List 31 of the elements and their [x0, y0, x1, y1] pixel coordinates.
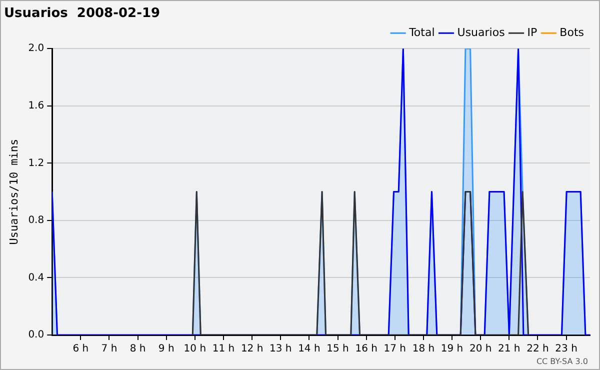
x-tick-label: 16 h — [355, 344, 378, 355]
x-tick-label: 9 h — [158, 344, 174, 355]
x-tick-label: 7 h — [101, 344, 118, 355]
y-tick-label: 2.0 — [28, 43, 44, 54]
y-axis-title: Usuarios/10 mins — [7, 138, 20, 245]
x-tick-label: 11 h — [212, 344, 235, 355]
y-tick-label: 1.6 — [28, 100, 44, 112]
x-tick-label: 12 h — [240, 344, 264, 355]
legend-label: Total — [408, 26, 435, 39]
x-tick-label: 8 h — [130, 344, 146, 355]
legend-label: IP — [527, 26, 538, 39]
x-tick-label: 23 h — [555, 344, 578, 355]
y-tick-label: 0.0 — [28, 330, 44, 341]
y-tick-label: 0.8 — [28, 215, 44, 226]
legend-label: Bots — [560, 26, 584, 39]
x-tick-label: 18 h — [412, 344, 435, 355]
x-tick-label: 15 h — [326, 344, 349, 355]
y-tick-label: 0.4 — [28, 272, 44, 284]
x-tick-label: 13 h — [270, 344, 292, 355]
text: CC BY-SA 3.0 — [536, 357, 588, 366]
legend-label: Usuarios — [457, 26, 506, 39]
x-tick-label: 14 h — [298, 344, 320, 355]
x-tick-label: 17 h — [384, 344, 406, 355]
x-tick-label: 22 h — [526, 344, 549, 355]
x-tick-label: 20 h — [469, 344, 492, 355]
x-tick-label: 10 h — [184, 344, 206, 355]
y-tick-label: 1.2 — [28, 158, 44, 169]
x-tick-label: 6 h — [72, 344, 89, 355]
x-tick-label: 21 h — [498, 344, 520, 355]
x-tick-label: 19 h — [440, 344, 464, 355]
chart-title: Usuarios 2008-02-19 — [4, 6, 160, 22]
